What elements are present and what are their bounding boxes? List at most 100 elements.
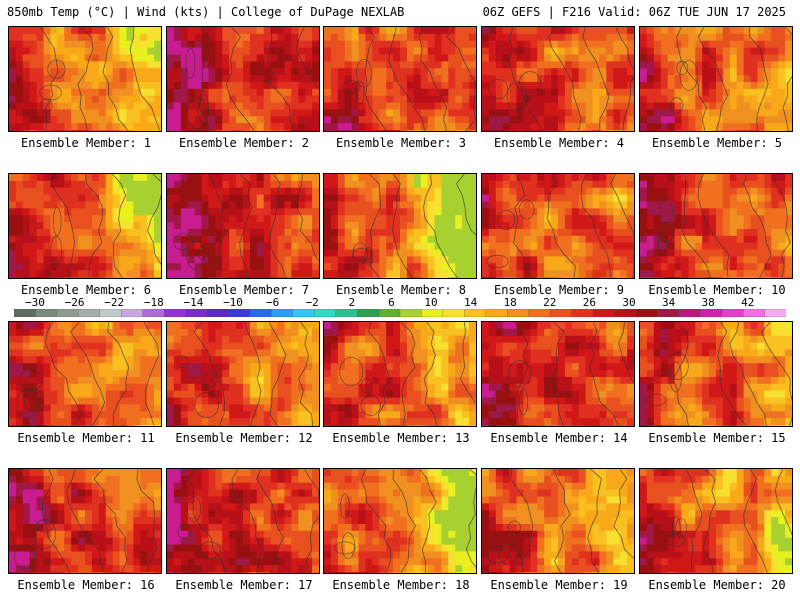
member-map-graphic	[167, 27, 319, 131]
temperature-fill	[640, 174, 792, 278]
member-label: Ensemble Member: 9	[493, 283, 625, 297]
temperature-fill	[9, 469, 161, 573]
colorbar-tick-label: 38	[701, 296, 715, 309]
member-map-graphic	[167, 174, 319, 278]
temperature-fill	[640, 27, 792, 131]
member-map	[8, 321, 162, 427]
member-map-graphic	[640, 469, 792, 573]
colorbar-tick-label: 42	[741, 296, 755, 309]
temperature-fill	[167, 27, 319, 131]
height-contours	[492, 322, 634, 426]
height-contours	[485, 469, 634, 573]
height-contours	[185, 27, 319, 131]
height-contours	[334, 469, 476, 573]
colorbar-bar	[14, 309, 786, 317]
temperature-fill	[482, 27, 634, 131]
colorbar-tick-label: 30	[622, 296, 636, 309]
colorbar-tick-label: −14	[183, 296, 204, 309]
height-contours	[177, 469, 319, 573]
colorbar-tick-label: 14	[463, 296, 478, 309]
colorbar-swatch	[249, 309, 272, 317]
member-map-graphic	[482, 322, 634, 426]
member-label: Ensemble Member: 4	[493, 136, 625, 150]
colorbar-tick-label: 6	[388, 296, 395, 309]
colorbar-tick-label: 34	[661, 296, 676, 309]
colorbar-swatch	[121, 309, 144, 317]
member-map-graphic	[482, 27, 634, 131]
member-map-graphic	[324, 469, 476, 573]
member-map-graphic	[640, 322, 792, 426]
colorbar-swatch	[549, 309, 572, 317]
temperature-fill	[9, 27, 161, 131]
colorbar-tick-label: 2	[348, 296, 356, 309]
member-map	[323, 468, 477, 574]
colorbar-tick-label: −2	[305, 296, 319, 309]
colorbar-swatch	[721, 309, 744, 317]
height-contours	[666, 469, 792, 573]
colorbar-tick-label: −6	[265, 296, 280, 309]
member-map	[639, 321, 793, 427]
height-contours	[342, 27, 476, 131]
member-label: Ensemble Member: 1	[20, 136, 152, 150]
colorbar-swatch	[356, 309, 379, 317]
colorbar-swatch	[35, 309, 58, 317]
colorbar-swatch	[678, 309, 701, 317]
temperature-fill	[324, 469, 476, 573]
height-contours	[16, 322, 160, 426]
member-label: Ensemble Member: 11	[17, 431, 155, 445]
member-label: Ensemble Member: 12	[175, 431, 313, 445]
temperature-fill	[167, 174, 319, 278]
temperature-fill	[324, 322, 476, 426]
colorbar-tick-label: −10	[223, 296, 243, 309]
member-label: Ensemble Member: 2	[178, 136, 310, 150]
member-map	[323, 173, 477, 279]
member-map	[639, 26, 793, 132]
member-map-graphic	[9, 174, 161, 278]
temperature-fill	[9, 322, 161, 426]
temperature-fill	[9, 174, 161, 278]
temperature-colorbar: −30 −26 −22 −18 −14 −10 −6 −2 2 6 10 14 18 22 26 30 34 38…	[0, 296, 800, 318]
colorbar-swatch	[592, 309, 615, 317]
height-contours	[14, 469, 158, 573]
height-contours	[352, 174, 476, 278]
height-contours	[339, 322, 476, 426]
member-map-graphic	[482, 174, 634, 278]
colorbar-swatch	[163, 309, 187, 317]
member-label: Ensemble Member: 16	[17, 578, 155, 592]
temperature-fill	[324, 27, 476, 131]
member-map-graphic	[640, 174, 792, 278]
temperature-fill	[640, 469, 792, 573]
member-map	[8, 468, 162, 574]
colorbar-swatch	[271, 309, 294, 317]
member-label: Ensemble Member: 7	[178, 283, 310, 297]
member-label: Ensemble Member: 17	[175, 578, 313, 592]
colorbar-tick-label: 18	[503, 296, 517, 309]
colorbar-tick-label: 10	[424, 296, 438, 309]
height-contours	[39, 27, 161, 131]
colorbar-swatch	[99, 309, 122, 317]
height-contours	[669, 27, 792, 131]
colorbar-swatch	[764, 309, 786, 317]
colorbar-swatch	[56, 309, 79, 317]
colorbar-swatch	[335, 309, 358, 317]
height-contours	[486, 174, 634, 278]
colorbar-swatch	[228, 309, 251, 317]
product-title: 850mb Temp (°C) | Wind (kts) | College o…	[7, 5, 405, 19]
colorbar-swatch	[635, 309, 658, 317]
member-map	[323, 26, 477, 132]
colorbar-tick-label: −26	[64, 296, 85, 309]
colorbar-tick-label: −22	[104, 296, 125, 309]
member-label: Ensemble Member: 14	[490, 431, 628, 445]
member-label: Ensemble Member: 13	[332, 431, 470, 445]
colorbar-tick-label: 26	[582, 296, 597, 309]
colorbar-swatch	[314, 309, 337, 317]
member-map	[481, 26, 635, 132]
colorbar-swatch	[442, 309, 465, 317]
member-map-graphic	[640, 27, 792, 131]
height-contours	[173, 174, 319, 278]
member-map	[8, 26, 162, 132]
height-contours	[657, 174, 791, 278]
height-contours	[645, 322, 792, 426]
member-map-graphic	[167, 469, 319, 573]
member-map	[481, 321, 635, 427]
